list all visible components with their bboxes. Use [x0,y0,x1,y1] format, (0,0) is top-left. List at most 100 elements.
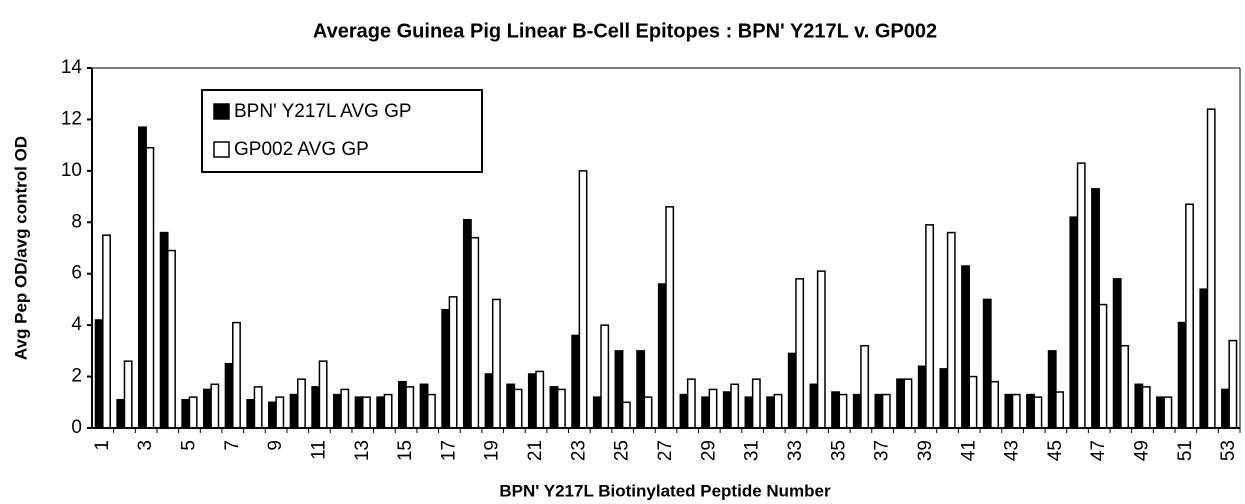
bar [123,360,133,429]
x-tick-label: 13 [352,440,373,461]
x-tick-label: 15 [395,440,416,461]
bar [340,388,350,429]
x-tick-label: 31 [742,440,763,461]
bar [1112,278,1122,429]
bar [903,378,913,429]
bar [513,388,523,429]
x-tick-label: 17 [438,440,459,461]
x-tick-label: 53 [1218,440,1239,461]
bar [1156,396,1165,429]
bar [267,401,277,429]
bar [188,396,198,429]
bar [1055,391,1065,429]
bar [795,278,805,429]
bar [917,365,927,429]
bar [527,373,537,429]
bar [138,126,147,429]
x-tick-label: 35 [828,440,849,461]
bar [816,270,826,429]
bar [405,386,415,429]
x-tick-label: 25 [612,440,633,461]
bar [397,380,407,429]
bar [1120,344,1129,429]
bar [946,231,956,429]
bar [1047,350,1057,429]
bar [1141,386,1151,429]
bar [224,362,234,429]
x-tick-label: 1 [92,440,113,451]
x-tick-label: 37 [872,440,893,461]
bar [1033,396,1043,429]
y-tick-label: 8 [71,211,82,232]
x-tick-label: 5 [178,440,199,451]
legend-swatch [213,103,230,120]
bar [722,391,732,429]
bar [679,393,689,429]
bar [1004,393,1014,429]
x-tick-label: 51 [1175,440,1196,461]
bar [1069,216,1079,429]
x-tick-label: 33 [785,440,806,461]
bar [751,378,761,429]
bar [766,396,776,429]
bar [297,378,306,429]
bar [253,386,263,429]
bar [426,393,436,429]
bar [925,224,935,429]
legend-swatch [213,141,230,158]
y-axis-label: Avg Pep OD/avg control OD [11,136,30,360]
bar [1221,388,1230,429]
bar [1163,396,1173,429]
bar [210,383,220,429]
bar [484,373,494,429]
bar [614,350,624,429]
bar [1228,339,1238,429]
x-tick-label: 27 [655,440,676,461]
bar [578,170,588,429]
chart-title: Average Guinea Pig Linear B-Cell Epitope… [313,20,937,42]
bar [419,383,429,429]
x-tick-label: 43 [1002,440,1023,461]
bar [1098,303,1108,429]
bar [896,378,906,429]
bar [1206,108,1216,429]
bar [636,350,646,429]
y-tick-label: 14 [61,57,83,78]
bar [506,383,516,429]
y-tick-label: 6 [71,263,82,284]
x-tick-label: 49 [1132,440,1153,461]
bar [232,321,241,429]
x-tick-label: 29 [698,440,719,461]
bar [621,401,631,429]
legend-label: BPN' Y217L AVG GP [234,101,412,122]
bar [311,386,321,429]
x-tick-label: 41 [958,440,979,461]
x-tick-label: 19 [482,440,503,461]
legend-label: GP002 AVG GP [234,139,369,160]
bar [354,396,364,429]
bar [744,396,754,429]
bar [600,324,610,429]
bar [961,265,970,429]
bar [657,283,667,429]
bar [332,393,342,429]
y-tick-label: 0 [71,417,82,438]
bar [549,386,559,429]
x-tick-label: 7 [222,440,243,451]
x-tick-label: 23 [568,440,589,461]
bar [145,146,155,429]
bar [686,378,696,429]
bar [939,368,949,429]
bar [102,234,111,429]
x-tick-label: 47 [1088,440,1109,461]
bar [1076,162,1086,429]
bar [535,370,545,429]
x-tick-label: 11 [308,440,329,460]
x-tick-label: 21 [525,440,546,461]
bar [773,393,783,429]
bar [318,360,328,429]
bar [990,380,1000,429]
bar [1199,288,1209,429]
bar [376,396,386,429]
